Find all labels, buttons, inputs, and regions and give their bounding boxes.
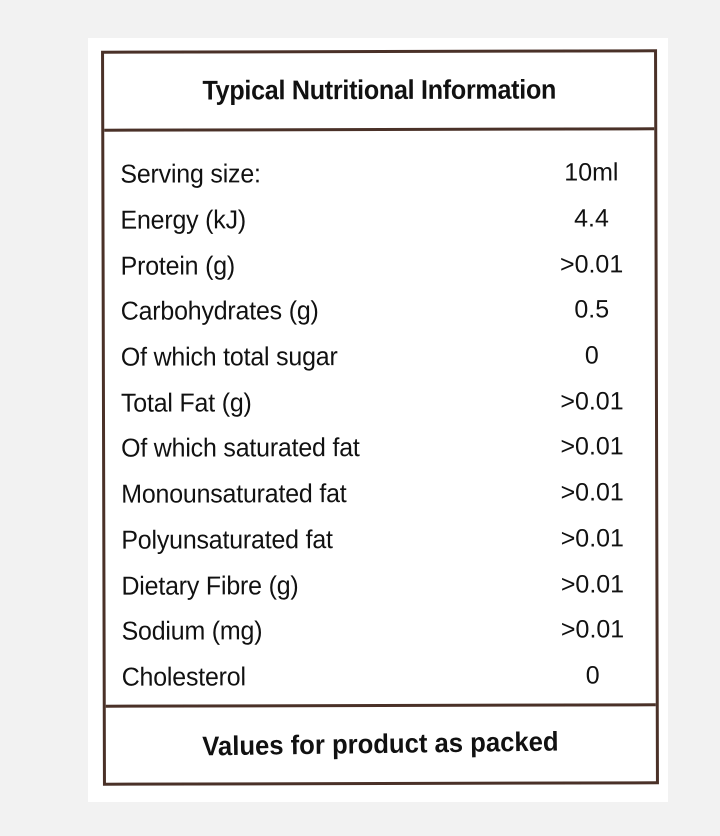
table-row: Cholesterol 0 xyxy=(122,653,628,700)
row-label: Of which saturated fat xyxy=(121,432,360,464)
label-footer: Values for product as packed xyxy=(202,726,560,762)
row-value: 0 xyxy=(585,661,600,690)
nutrition-label: Typical Nutritional Information Serving … xyxy=(101,49,659,786)
table-row: Monounsaturated fat >0.01 xyxy=(121,470,627,517)
table-row: Total Fat (g) >0.01 xyxy=(121,379,627,426)
row-label: Total Fat (g) xyxy=(120,387,252,418)
row-value: >0.01 xyxy=(560,432,624,461)
row-label: Serving size: xyxy=(120,158,261,190)
row-label: Energy (kJ) xyxy=(120,204,247,235)
row-value: >0.01 xyxy=(560,478,624,507)
row-value: 4.4 xyxy=(574,204,609,233)
row-value: >0.01 xyxy=(560,524,624,553)
title-bar: Typical Nutritional Information xyxy=(104,52,655,132)
table-row: Of which saturated fat >0.01 xyxy=(121,424,627,471)
table-row: Polyunsaturated fat >0.01 xyxy=(121,516,627,563)
row-label: Polyunsaturated fat xyxy=(121,523,333,555)
row-label: Sodium (mg) xyxy=(121,615,263,646)
table-row: Energy (kJ) 4.4 xyxy=(120,196,626,243)
row-label: Dietary Fibre (g) xyxy=(121,569,299,601)
row-value: >0.01 xyxy=(559,250,624,279)
row-value: >0.01 xyxy=(560,615,625,644)
row-label: Carbohydrates (g) xyxy=(120,295,319,327)
table-row: Serving size: 10ml xyxy=(120,150,626,197)
row-value: 0 xyxy=(584,341,599,370)
row-value: 10ml xyxy=(564,158,619,187)
table-row: Carbohydrates (g) 0.5 xyxy=(121,287,627,334)
table-row: Dietary Fibre (g) >0.01 xyxy=(121,562,627,609)
nutrition-table: Serving size: 10ml Energy (kJ) 4.4 Prote… xyxy=(120,150,627,700)
footer-bar: Values for product as packed xyxy=(105,703,656,783)
row-value: >0.01 xyxy=(560,569,625,599)
table-row: Sodium (mg) >0.01 xyxy=(121,607,627,654)
row-value: 0.5 xyxy=(574,295,610,324)
table-row: Of which total sugar 0 xyxy=(121,333,627,380)
row-value: >0.01 xyxy=(560,387,624,416)
label-title: Typical Nutritional Information xyxy=(202,74,556,106)
row-label: Of which total sugar xyxy=(120,341,338,372)
row-label: Cholesterol xyxy=(121,661,246,692)
row-label: Monounsaturated fat xyxy=(121,478,347,509)
row-label: Protein (g) xyxy=(120,250,236,281)
table-row: Protein (g) >0.01 xyxy=(121,242,627,289)
